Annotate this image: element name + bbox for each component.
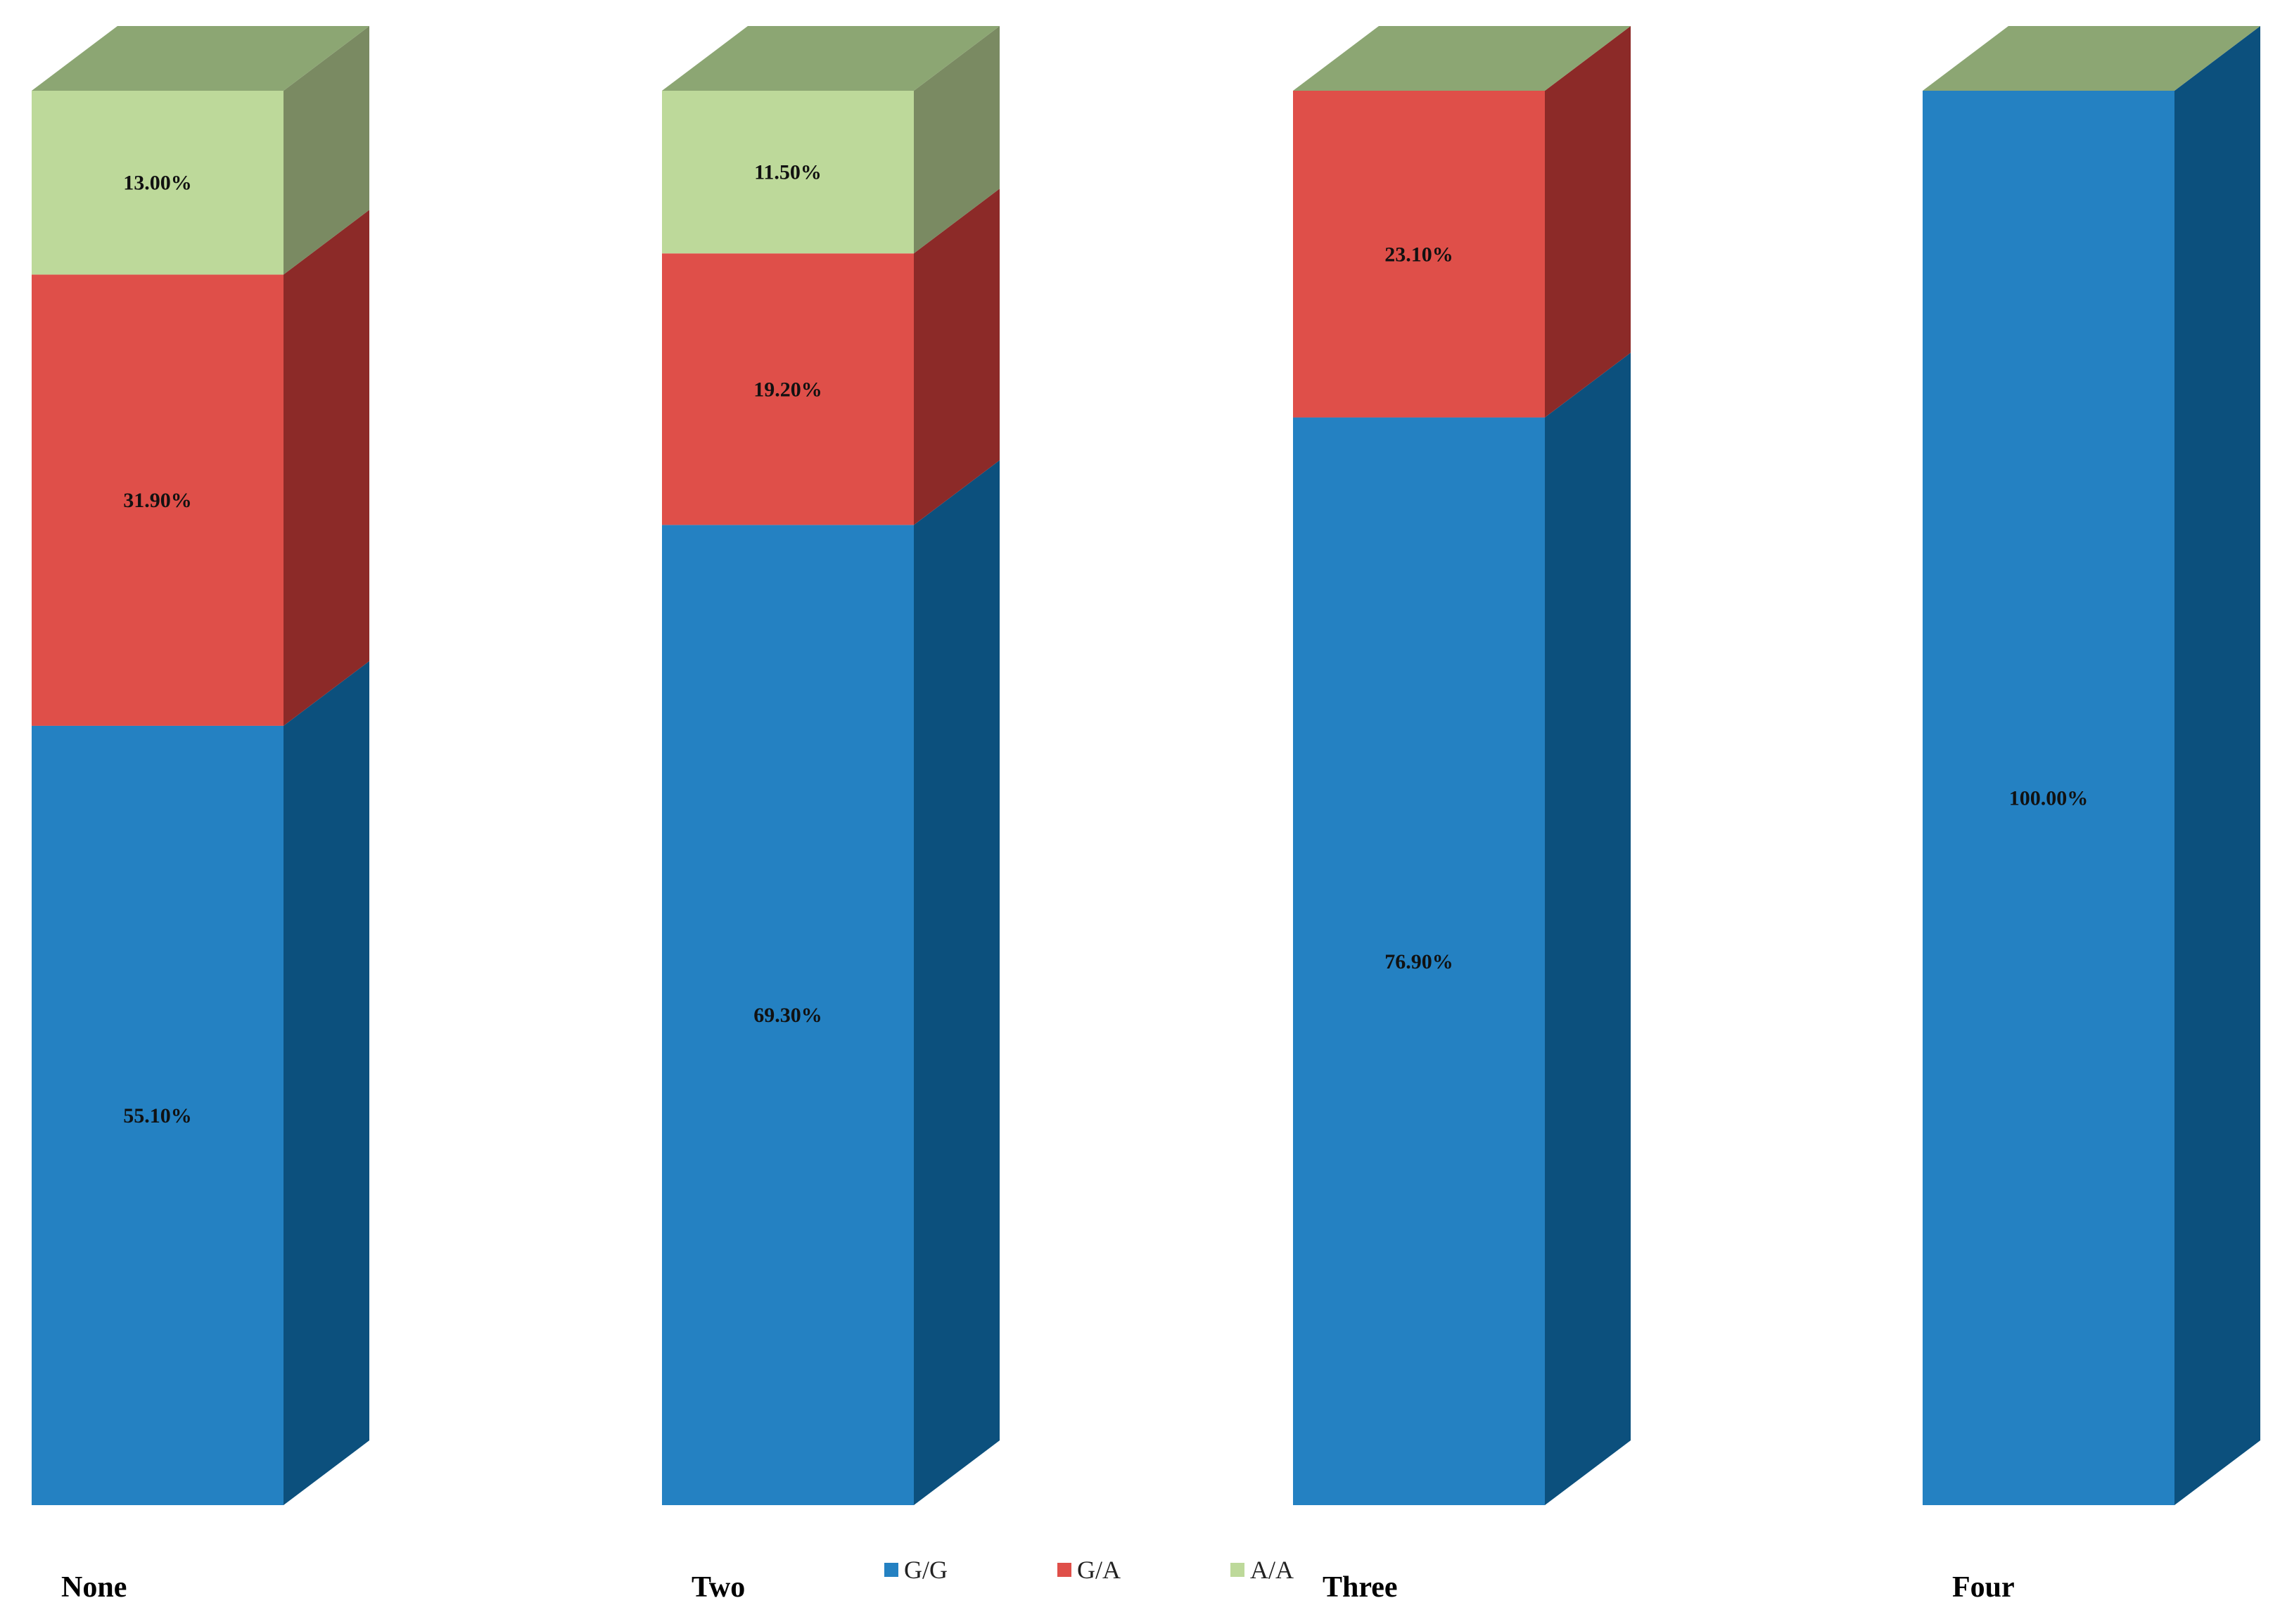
bar-segment-two-a-a <box>662 91 914 254</box>
bar-segment-four-g-g <box>1923 91 2174 1505</box>
bar-side-none-g-a <box>284 210 369 726</box>
bar-side-three-g-a <box>1545 26 1631 418</box>
bar-top-two <box>662 26 1000 91</box>
value-label-four-g-g: 100.00% <box>2009 787 2089 810</box>
legend-swatch-g-a <box>1057 1563 1071 1577</box>
bar-segment-two-g-a <box>662 253 914 525</box>
bar-segment-three-g-g <box>1293 417 1545 1505</box>
bar-segment-three-g-a <box>1293 91 1545 418</box>
bar-top-none <box>32 26 369 91</box>
bar-top-three <box>1293 26 1631 91</box>
value-labels-group: 55.10% 31.90% 13.00% 69.30% 19.20% 11.50% 76.9… <box>123 161 2088 1127</box>
category-label-two: Two <box>692 1571 745 1604</box>
value-label-none-g-g: 55.10% <box>123 1104 192 1127</box>
bar-segment-two-g-g <box>662 525 914 1506</box>
value-label-two-g-a: 19.20% <box>753 378 822 401</box>
value-label-two-g-g: 69.30% <box>753 1004 822 1027</box>
category-label-three: Three <box>1323 1571 1398 1604</box>
legend-swatch-a-a <box>1230 1563 1244 1577</box>
bar-side-none-g-g <box>284 660 369 1506</box>
bars-group <box>32 26 2260 1506</box>
bar-segment-none-a-a <box>32 91 284 275</box>
bar-top-four <box>1923 26 2260 91</box>
value-label-three-g-g: 76.90% <box>1384 950 1453 973</box>
bar-segment-none-g-g <box>32 725 284 1505</box>
bar-side-none-a-a <box>284 26 369 275</box>
legend-label-g-g: G/G <box>904 1556 948 1584</box>
bar-side-two-g-a <box>914 188 1000 525</box>
legend-swatch-g-g <box>884 1563 898 1577</box>
value-label-none-a-a: 13.00% <box>123 172 192 195</box>
value-label-two-a-a: 11.50% <box>754 161 822 184</box>
legend-label-a-a: A/A <box>1250 1556 1294 1584</box>
value-label-three-g-a: 23.10% <box>1384 243 1453 266</box>
category-label-none: None <box>61 1571 127 1604</box>
value-label-none-g-a: 31.90% <box>123 489 192 512</box>
bar-side-four-g-g <box>2174 26 2260 1505</box>
bar-side-three-g-g <box>1545 352 1631 1505</box>
bar-side-two-a-a <box>914 26 1000 254</box>
category-labels-group: None Two Three Four <box>61 1571 2015 1604</box>
category-label-four: Four <box>1952 1571 2015 1604</box>
legend: G/G G/A A/A <box>884 1556 1294 1584</box>
bar-side-two-g-g <box>914 460 1000 1506</box>
bar-segment-none-g-a <box>32 274 284 726</box>
legend-label-g-a: G/A <box>1077 1556 1121 1584</box>
